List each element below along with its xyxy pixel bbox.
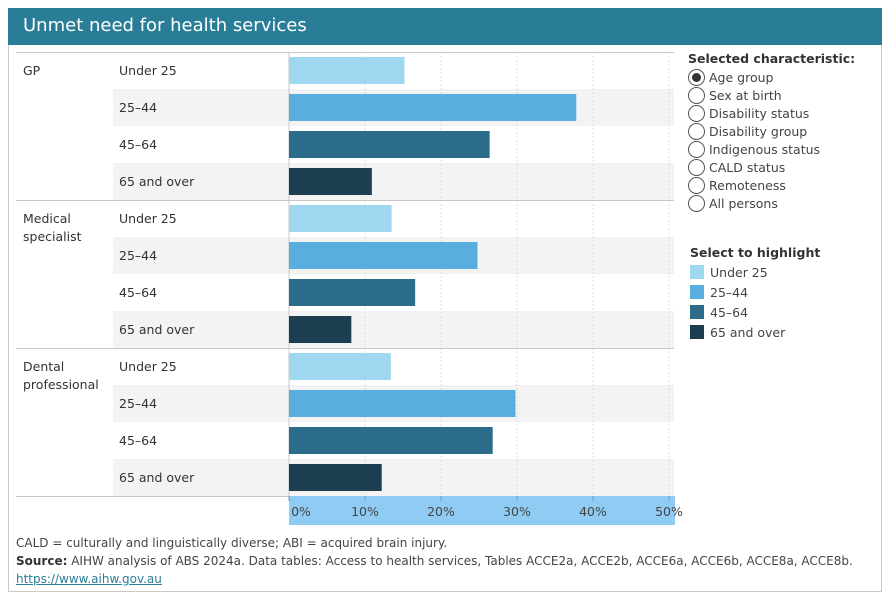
characteristic-heading: Selected characteristic: <box>688 51 856 66</box>
x-tick-label: 20% <box>427 504 455 519</box>
aihw-link[interactable]: https://www.aihw.gov.au <box>16 572 162 586</box>
radio-button-icon[interactable] <box>688 176 705 194</box>
characteristic-option-label: Sex at birth <box>709 87 782 103</box>
source-label: Source: <box>16 554 68 568</box>
x-tick-label: 0% <box>291 504 311 519</box>
x-tick-label: 10% <box>351 504 379 519</box>
radio-button-icon[interactable] <box>688 122 705 140</box>
group-label: Medical specialist <box>23 211 82 244</box>
category-label: 45–64 <box>119 285 157 300</box>
radio-button-icon[interactable] <box>688 140 705 158</box>
radio-button-icon[interactable] <box>688 86 705 104</box>
bar <box>289 242 478 269</box>
characteristic-option-label: CALD status <box>709 159 786 175</box>
source-text: AIHW analysis of ABS 2024a. Data tables:… <box>67 554 853 568</box>
source-line: Source: AIHW analysis of ABS 2024a. Data… <box>16 554 853 568</box>
category-label: 65 and over <box>119 470 195 485</box>
legend-label: 45–64 <box>710 304 749 320</box>
group-label-line: Medical <box>23 211 71 226</box>
characteristic-option[interactable]: CALD status <box>688 158 820 176</box>
radio-button-icon[interactable] <box>688 68 705 86</box>
legend-swatch <box>690 285 704 299</box>
characteristic-option-label: Indigenous status <box>709 141 821 157</box>
category-label: 25–44 <box>119 248 157 263</box>
row-stripe <box>113 163 674 200</box>
category-label: 25–44 <box>119 396 157 411</box>
x-tick-label: 40% <box>579 504 607 519</box>
group-label: GP <box>23 63 41 78</box>
category-label: 25–44 <box>119 100 157 115</box>
footnote: CALD = culturally and linguistically div… <box>16 536 448 550</box>
characteristic-option-label: Remoteness <box>709 177 786 193</box>
highlight-legend-item[interactable]: Under 25 <box>690 262 785 282</box>
category-label: 45–64 <box>119 137 157 152</box>
highlight-legend-item[interactable]: 25–44 <box>690 282 785 302</box>
group-label-line: GP <box>23 63 41 78</box>
bar <box>289 168 372 195</box>
bar <box>289 464 382 491</box>
chart-title: Unmet need for health services <box>23 15 307 36</box>
radio-button-icon[interactable] <box>688 194 705 212</box>
radio-button-icon[interactable] <box>688 158 705 176</box>
row-stripe <box>113 459 674 496</box>
bar <box>289 57 405 84</box>
bar <box>289 279 416 306</box>
category-label: Under 25 <box>119 359 177 374</box>
bar <box>289 205 392 232</box>
legend-label: Under 25 <box>710 264 768 280</box>
bar <box>289 353 391 380</box>
x-tick-label: 50% <box>655 504 683 519</box>
characteristic-option-label: Age group <box>709 69 774 85</box>
legend-label: 25–44 <box>710 284 749 300</box>
characteristic-option-label: Disability group <box>709 123 808 139</box>
legend-swatch <box>690 305 704 319</box>
category-label: Under 25 <box>119 63 177 78</box>
characteristic-option-label: All persons <box>709 195 778 211</box>
category-label: 65 and over <box>119 322 195 337</box>
legend-label: 65 and over <box>710 324 786 340</box>
characteristic-option-label: Disability status <box>709 105 810 121</box>
characteristic-option[interactable]: All persons <box>688 194 820 212</box>
category-label: Under 25 <box>119 211 177 226</box>
legend-swatch <box>690 265 704 279</box>
x-axis-band <box>289 496 675 525</box>
radio-button-icon[interactable] <box>688 104 705 122</box>
characteristic-radio-group: Age group Sex at birth Disability status Di… <box>688 68 820 212</box>
legend-swatch <box>690 325 704 339</box>
characteristic-option[interactable]: Age group <box>688 68 820 86</box>
row-stripe <box>113 311 674 348</box>
bar <box>289 390 516 417</box>
category-label: 65 and over <box>119 174 195 189</box>
bar <box>289 316 352 343</box>
characteristic-option[interactable]: Disability group <box>688 122 820 140</box>
group-label-line: specialist <box>23 229 82 244</box>
category-label: 45–64 <box>119 433 157 448</box>
bar <box>289 94 577 121</box>
highlight-legend-item[interactable]: 45–64 <box>690 302 785 322</box>
source-link-row: https://www.aihw.gov.au <box>16 572 162 586</box>
highlight-legend: Under 25 25–44 45–64 65 and over <box>690 262 785 342</box>
bar <box>289 427 493 454</box>
group-label-line: professional <box>23 377 99 392</box>
x-tick-label: 30% <box>503 504 531 519</box>
characteristic-option[interactable]: Indigenous status <box>688 140 820 158</box>
group-label-line: Dental <box>23 359 64 374</box>
header-bar: Unmet need for health services <box>8 8 882 45</box>
highlight-legend-item[interactable]: 65 and over <box>690 322 785 342</box>
characteristic-option[interactable]: Sex at birth <box>688 86 820 104</box>
characteristic-option[interactable]: Remoteness <box>688 176 820 194</box>
characteristic-option[interactable]: Disability status <box>688 104 820 122</box>
bar <box>289 131 490 158</box>
highlight-heading: Select to highlight <box>690 245 821 260</box>
group-label: Dental professional <box>23 359 99 392</box>
